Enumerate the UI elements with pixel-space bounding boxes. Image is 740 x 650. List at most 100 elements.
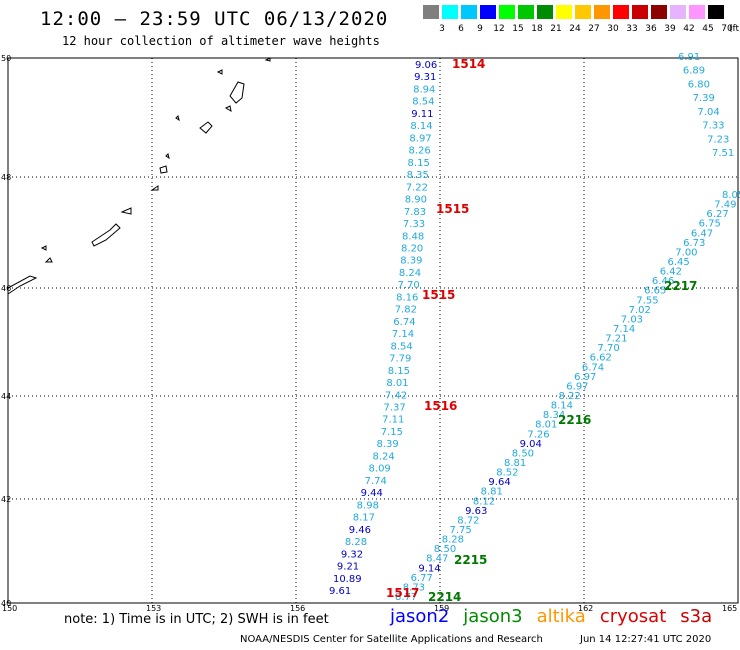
pass-time-label: 1515 — [422, 288, 455, 302]
swh-value: 7.70 — [597, 343, 619, 354]
swh-value: 6.74 — [393, 317, 415, 328]
swh-value: 7.04 — [697, 107, 719, 118]
satellite-legend: jason2 jason3 altika cryosat s3a — [390, 606, 726, 627]
swh-value: 8.14 — [410, 121, 432, 132]
satellite-name: s3a — [680, 606, 713, 627]
pass-time-label: 1514 — [452, 57, 485, 71]
legend-label: 30 — [607, 24, 619, 34]
swh-value: 6.46 — [652, 276, 674, 287]
pass-time-label: 1515 — [436, 202, 469, 216]
legend-swatch — [651, 5, 667, 19]
island-outline — [91, 223, 121, 247]
swh-value: 6.89 — [683, 66, 705, 77]
swh-value: 7.42 — [385, 390, 407, 401]
swh-value: 7.14 — [392, 329, 414, 340]
legend-label: 36 — [645, 24, 657, 34]
pass-time-label: 1517 — [386, 586, 419, 600]
swh-value: 6.27 — [706, 209, 728, 220]
x-tick-label: 156 — [290, 604, 305, 613]
island-outline — [159, 165, 168, 174]
swh-value: 7.11 — [382, 415, 404, 426]
y-tick-label: 42 — [1, 495, 11, 504]
pass-time-label: 2217 — [664, 279, 697, 293]
x-tick-label: 150 — [2, 604, 17, 613]
page-title: 12:00 — 23:59 UTC 06/13/2020 — [40, 8, 389, 30]
y-tick-label: 40 — [1, 599, 11, 608]
legend-swatch — [708, 5, 724, 19]
swh-value: 8.50 — [434, 544, 456, 555]
legend-swatch — [442, 5, 458, 19]
swh-value: 7.15 — [381, 427, 403, 438]
swh-value: 9.06 — [415, 60, 437, 71]
swh-value: 9.11 — [411, 109, 433, 120]
swh-value: 8.54 — [412, 97, 434, 108]
legend-swatch — [670, 5, 686, 19]
island-outline — [165, 153, 170, 160]
swh-value: 8.73 — [403, 582, 425, 593]
y-tick-label: 48 — [1, 173, 11, 182]
satellite-name: jason2 — [390, 606, 450, 627]
swh-value: 8.01 — [535, 420, 557, 431]
satellite-name: jason3 — [463, 606, 523, 627]
island-outline — [199, 121, 213, 134]
legend-swatch — [575, 5, 591, 19]
swh-value: 8.15 — [388, 366, 410, 377]
swh-value: 7.51 — [712, 148, 734, 159]
swh-value: 6.91 — [678, 52, 700, 63]
y-tick-label: 44 — [1, 392, 11, 401]
swh-value: 8.14 — [551, 401, 573, 412]
swh-value: 6.74 — [582, 362, 604, 373]
swh-value: 7.74 — [365, 476, 387, 487]
swh-value: 8.20 — [401, 243, 423, 254]
island-outline — [40, 245, 47, 251]
x-tick-label: 159 — [434, 604, 449, 613]
pass-time-label: 2216 — [558, 413, 591, 427]
swh-value: 6.75 — [699, 219, 721, 230]
legend-label: 33 — [626, 24, 638, 34]
map-frame — [7, 57, 739, 604]
swh-value: 8.05 — [722, 190, 740, 201]
swh-value: 8.28 — [345, 537, 367, 548]
swh-value: 8.24 — [399, 268, 421, 279]
swh-value: 9.61 — [329, 586, 351, 597]
swh-value: 8.72 — [457, 515, 479, 526]
island-outline — [229, 81, 245, 104]
satellite-name: cryosat — [599, 606, 667, 627]
swh-value: 9.64 — [488, 477, 510, 488]
swh-value: 9.63 — [465, 506, 487, 517]
island-outline — [224, 105, 232, 113]
swh-value: 8.77 — [395, 592, 417, 603]
swh-value: 8.26 — [408, 146, 430, 157]
swh-value: 8.98 — [357, 500, 379, 511]
legend-swatch — [594, 5, 610, 19]
swh-value: 9.46 — [349, 525, 371, 536]
swh-value: 6.73 — [683, 238, 705, 249]
legend-swatch — [461, 5, 477, 19]
legend-label: 18 — [531, 24, 543, 34]
swh-value: 7.26 — [527, 429, 549, 440]
legend-label: 9 — [477, 24, 483, 34]
legend-swatch — [518, 5, 534, 19]
legend-label: 3 — [439, 24, 445, 34]
swh-value: 7.49 — [714, 200, 736, 211]
swh-value: 6.42 — [660, 267, 682, 278]
legend-label: 24 — [569, 24, 581, 34]
swh-value: 8.17 — [353, 513, 375, 524]
island-outline — [216, 69, 223, 75]
legend-swatch — [537, 5, 553, 19]
satellite-name: altika — [536, 606, 586, 627]
swh-value: 7.70 — [397, 280, 419, 291]
swh-value: 8.16 — [396, 292, 418, 303]
swh-value: 7.00 — [675, 247, 697, 258]
swh-value: 9.32 — [341, 549, 363, 560]
swh-value: 7.82 — [395, 305, 417, 316]
x-tick-label: 162 — [578, 604, 593, 613]
swh-value: 8.35 — [407, 170, 429, 181]
swh-value: 7.83 — [404, 207, 426, 218]
swh-value: 6.45 — [668, 257, 690, 268]
legend-swatch — [499, 5, 515, 19]
swh-value: 8.52 — [496, 468, 518, 479]
swh-value: 7.33 — [702, 121, 724, 132]
swh-value: 7.03 — [621, 314, 643, 325]
legend-label: 15 — [512, 24, 524, 34]
